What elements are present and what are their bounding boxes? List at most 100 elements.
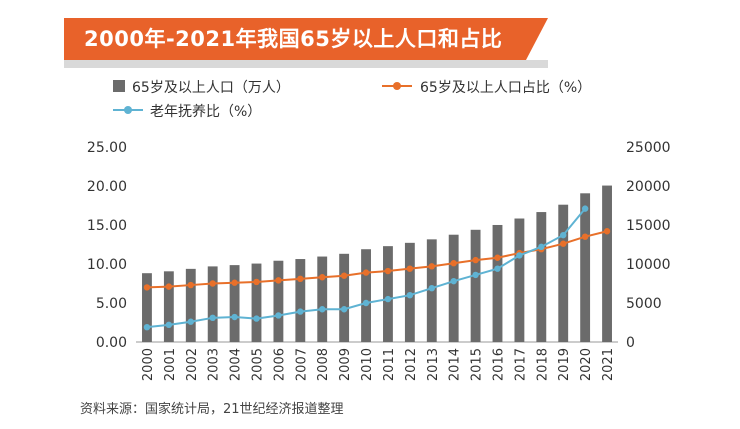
x-tick-label: 2017 (513, 348, 528, 381)
legend-label-dep: 老年抚养比（%） (150, 104, 261, 120)
line-point (603, 228, 611, 235)
line-point (297, 308, 304, 315)
x-tick-label: 2006 (272, 348, 287, 381)
bar (602, 185, 612, 342)
line-point (231, 279, 238, 286)
y-right-tick-label: 5000 (626, 296, 662, 312)
line-point (340, 306, 348, 313)
x-tick-label: 2000 (141, 348, 156, 381)
line-point (384, 295, 392, 303)
legend-label-bar: 65岁及以上人口（万人） (132, 80, 290, 96)
x-tick-label: 2019 (557, 348, 572, 381)
line-point (319, 274, 326, 281)
bar (317, 256, 328, 342)
line-point (362, 269, 370, 276)
line-point (581, 205, 589, 212)
line-point (187, 318, 194, 325)
y-left-tick-label: 10.00 (87, 257, 127, 273)
bar (295, 259, 306, 342)
x-tick-label: 2018 (535, 348, 550, 381)
title-banner (64, 18, 526, 60)
bar (207, 266, 218, 342)
x-tick-label: 2001 (163, 348, 178, 381)
legend-marker-pct (393, 82, 401, 90)
line-point (187, 281, 194, 289)
x-tick-label: 2016 (492, 348, 507, 381)
bar (470, 229, 481, 342)
line-point (253, 315, 260, 322)
line-point (516, 252, 523, 259)
line-point (560, 231, 567, 239)
line-point (406, 265, 414, 272)
y-right-tick-label: 20000 (626, 179, 671, 195)
source-note: 资料来源：国家统计局，21世纪经济报道整理 (80, 402, 344, 417)
line-point (297, 275, 304, 283)
x-tick-label: 2021 (601, 348, 616, 381)
line-point (143, 323, 151, 331)
x-tick-label: 2007 (294, 348, 309, 381)
x-tick-label: 2002 (185, 348, 200, 381)
legend: 65岁及以上人口（万人） 65岁及以上人口占比（%） 老年抚养比（%） (113, 80, 591, 120)
line-point (450, 277, 457, 285)
x-tick-label: 2009 (338, 348, 353, 381)
bar (580, 193, 591, 342)
x-tick-label: 2010 (360, 348, 375, 381)
line-point (494, 254, 501, 261)
y-left-tick-label: 25.00 (87, 140, 127, 156)
bar (514, 218, 525, 342)
bar-series (142, 185, 612, 342)
line-point (253, 278, 260, 286)
y-left-tick-label: 20.00 (87, 179, 127, 195)
bar (339, 253, 350, 342)
line-point (384, 267, 392, 275)
bar (229, 265, 240, 342)
x-tick-label: 2015 (470, 348, 485, 381)
line-point (143, 284, 151, 291)
line-point (450, 260, 457, 267)
x-tick-label: 2013 (426, 348, 441, 381)
line-point (275, 312, 282, 319)
bar (273, 260, 284, 342)
line-point (581, 233, 589, 240)
title-banner-shadow (64, 60, 548, 68)
line-point (494, 265, 501, 272)
line-point (209, 280, 216, 287)
line-point (406, 292, 414, 299)
bar (361, 249, 371, 342)
x-tick-label: 2014 (448, 348, 463, 381)
bar (251, 263, 262, 342)
line-point (231, 313, 238, 321)
line-point (428, 263, 435, 270)
line-point (319, 306, 326, 313)
bar (383, 246, 393, 342)
y-right-tick-label: 25000 (626, 140, 671, 156)
bar (492, 224, 503, 342)
line-point (560, 240, 567, 247)
legend-swatch-bar (113, 80, 125, 92)
y-left-tick-label: 0.00 (96, 335, 127, 351)
line-point (472, 271, 479, 279)
x-tick-label: 2011 (382, 348, 397, 381)
bar (142, 273, 152, 342)
title-banner-tab (526, 18, 548, 60)
y-left-tick-label: 5.00 (96, 296, 127, 312)
bar (558, 204, 569, 342)
line-point (165, 321, 173, 329)
line-point (275, 277, 282, 284)
line-point (209, 314, 216, 322)
x-tick-label: 2012 (404, 348, 419, 381)
y-right-tick-label: 10000 (626, 257, 671, 273)
y-right-tick-label: 0 (626, 335, 635, 351)
legend-marker-dep (124, 106, 132, 114)
x-tick-label: 2005 (251, 348, 266, 381)
y-right-tick-label: 15000 (626, 218, 671, 234)
line-point (362, 299, 370, 307)
line-point (340, 272, 348, 279)
line-point (428, 284, 435, 292)
axes: 0.00 5.00 10.00 15.00 20.00 25.00 0 5000 10000 15… (87, 140, 671, 381)
bar (163, 271, 174, 342)
x-tick-label: 2004 (229, 348, 244, 381)
legend-label-pct: 65岁及以上人口占比（%） (420, 80, 591, 96)
x-tick-label: 2003 (207, 348, 222, 381)
y-left-tick-label: 15.00 (87, 218, 127, 234)
